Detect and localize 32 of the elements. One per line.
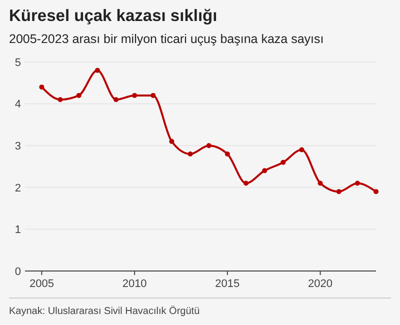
y-tick-label: 3 — [14, 140, 21, 152]
point — [150, 92, 156, 98]
point — [299, 147, 304, 152]
point — [114, 97, 118, 102]
y-tick-label: 4 — [14, 98, 21, 111]
x-tick-label: 2010 — [122, 278, 147, 290]
point — [224, 151, 230, 156]
point — [354, 180, 360, 186]
point — [318, 180, 323, 186]
point — [39, 84, 44, 90]
point — [94, 68, 100, 73]
point — [374, 189, 378, 194]
point — [58, 97, 63, 102]
y-tick-label: 5 — [14, 56, 21, 69]
point — [188, 151, 193, 156]
point — [280, 160, 286, 165]
point — [244, 180, 248, 186]
point — [169, 138, 174, 144]
x-tick-label: 2020 — [308, 278, 333, 290]
point — [336, 189, 342, 194]
y-tick-label: 1 — [14, 224, 21, 236]
point — [206, 143, 212, 148]
chart-subtitle: 2005-2023 arası bir milyon ticari uçuş başına kaza sayısı — [9, 32, 324, 46]
x-tick-label: 2015 — [215, 278, 240, 290]
chart-title: Küresel uçak kazası sıklığı — [9, 7, 218, 25]
x-tick-label: 2005 — [29, 278, 54, 290]
point — [132, 92, 138, 98]
text: Kaynak: Uluslararası Sivil Havacılık Örgütü — [9, 305, 200, 317]
point — [262, 168, 268, 174]
y-tick-label: 2 — [14, 182, 21, 194]
y-tick-label: 0 — [14, 266, 21, 278]
point — [76, 92, 82, 98]
